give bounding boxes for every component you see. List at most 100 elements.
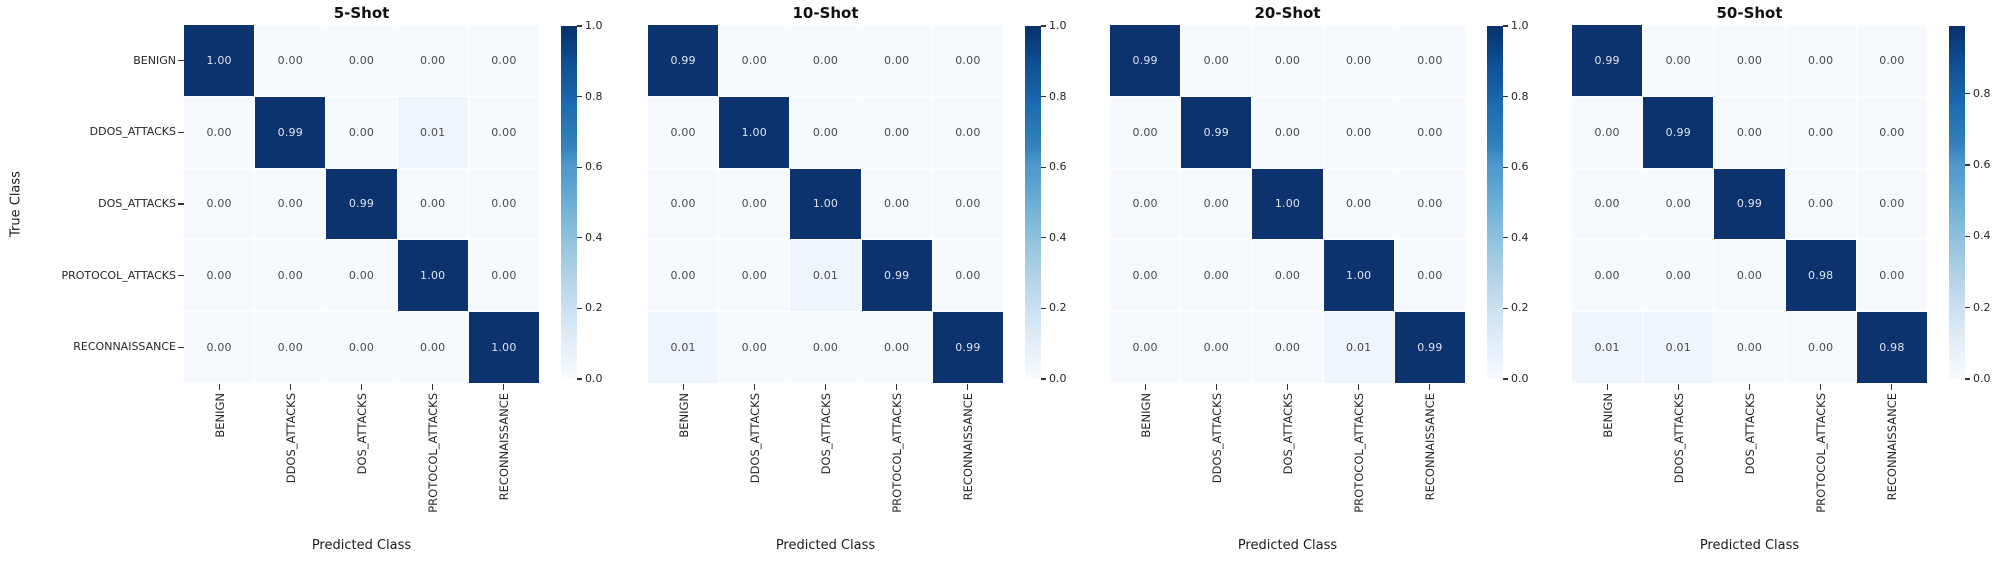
matrix-cell: 0.00 xyxy=(1785,25,1856,96)
x-tick-label: DOS_ATTACKS xyxy=(818,393,833,475)
panel-title: 50-Shot xyxy=(1716,4,1783,22)
matrix-cell: 0.99 xyxy=(648,25,719,96)
colorbar-tick-mark xyxy=(1965,378,1970,380)
matrix-cell: 0.00 xyxy=(1323,168,1394,240)
matrix-cell: 0.00 xyxy=(932,168,1003,240)
matrix-cell: 0.00 xyxy=(790,96,861,168)
matrix-cell: 0.99 xyxy=(326,168,397,240)
matrix-cell: 1.00 xyxy=(790,168,861,240)
heatmap-panel-10-shot: 10-Shot 0.99 0.00 0.00 0.00 0.00 0.00 1.00 0.00 0… xyxy=(621,0,1083,565)
x-tick-label: DOS_ATTACKS xyxy=(1280,393,1295,475)
matrix-cell: 0.00 xyxy=(861,96,932,168)
x-axis-label: Predicted Class xyxy=(311,538,412,553)
x-tick-label: RECONNAISSANCE xyxy=(960,393,975,501)
colorbar-tick-mark xyxy=(577,166,582,168)
x-tick-label: BENIGN xyxy=(1138,393,1153,438)
heatmap: 0.99 0.00 0.00 0.00 0.00 0.00 0.99 0.00 0.00 0.00… xyxy=(1572,25,1927,383)
colorbar xyxy=(561,26,577,379)
matrix-cell: 0.99 xyxy=(1643,96,1714,168)
matrix-cell: 0.00 xyxy=(861,312,932,383)
matrix-cell: 0.00 xyxy=(255,312,326,383)
heatmap: 0.99 0.00 0.00 0.00 0.00 0.00 1.00 0.00 0.00 0.00… xyxy=(648,25,1003,383)
matrix-cell: 0.00 xyxy=(861,25,932,96)
matrix-cell: 0.00 xyxy=(1110,312,1181,383)
x-tick-label: PROTOCOL_ATTACKS xyxy=(889,393,904,513)
colorbar xyxy=(1949,26,1965,379)
matrix-cell: 0.00 xyxy=(1785,96,1856,168)
colorbar-tick-label: 0.4 xyxy=(1049,230,1067,244)
matrix-cell: 0.00 xyxy=(326,25,397,96)
y-tick-mark xyxy=(178,346,184,348)
matrix-cell: 0.00 xyxy=(1323,25,1394,96)
matrix-cell: 0.00 xyxy=(1714,312,1785,383)
colorbar-tick-mark xyxy=(577,307,582,310)
colorbar-tick-mark xyxy=(1041,237,1046,239)
matrix-cell: 0.99 xyxy=(1714,168,1785,240)
matrix-cell: 0.01 xyxy=(790,240,861,312)
matrix-cell: 0.00 xyxy=(1856,168,1927,240)
matrix-cell: 0.00 xyxy=(468,25,539,96)
matrix-cell: 0.00 xyxy=(184,240,255,312)
matrix-cell: 0.00 xyxy=(719,168,790,240)
colorbar-tick-label: 0.8 xyxy=(1049,89,1067,103)
colorbar-tick-label: 0.2 xyxy=(1973,300,1991,314)
matrix-cell: 0.00 xyxy=(1394,168,1465,240)
matrix-cell: 0.00 xyxy=(1181,25,1252,96)
matrix-cell: 0.00 xyxy=(255,25,326,96)
matrix-cell: 1.00 xyxy=(397,240,468,312)
matrix-cell: 0.00 xyxy=(932,96,1003,168)
colorbar-tick-label: 0.6 xyxy=(1973,158,1991,172)
matrix-cell: 1.00 xyxy=(1323,240,1394,312)
heatmap-panel-20-shot: 20-Shot 0.99 0.00 0.00 0.00 0.00 0.00 0.99 0.00 0… xyxy=(1083,0,1545,565)
matrix-cell: 0.00 xyxy=(932,240,1003,312)
matrix-cell: 1.00 xyxy=(468,312,539,383)
colorbar-tick-mark xyxy=(1503,25,1508,27)
matrix-cell: 0.00 xyxy=(255,168,326,240)
x-tick-mark xyxy=(1428,384,1431,390)
x-tick-label: PROTOCOL_ATTACKS xyxy=(425,393,440,513)
colorbar-tick-label: 0.2 xyxy=(1049,301,1067,315)
x-tick-mark xyxy=(1677,384,1680,390)
heatmap: 0.99 0.00 0.00 0.00 0.00 0.00 0.99 0.00 0.00 0.00… xyxy=(1110,25,1465,383)
colorbar-tick-mark xyxy=(1965,93,1970,95)
matrix-cell: 0.00 xyxy=(468,168,539,240)
x-tick-label: PROTOCOL_ATTACKS xyxy=(1351,393,1366,513)
x-tick-label: PROTOCOL_ATTACKS xyxy=(1813,393,1828,513)
colorbar-tick-label: 0.0 xyxy=(585,372,603,385)
matrix-cell: 0.01 xyxy=(1323,312,1394,383)
x-tick-label: RECONNAISSANCE xyxy=(1884,393,1899,501)
matrix-cell: 0.99 xyxy=(932,312,1003,383)
heatmap: 1.00 0.00 0.00 0.00 0.00 0.00 0.99 0.00 0.01 0.00… xyxy=(184,25,539,383)
y-tick-mark xyxy=(178,274,184,277)
colorbar-tick-label: 0.8 xyxy=(585,89,603,103)
x-axis-label: Predicted Class xyxy=(775,538,876,553)
matrix-cell: 0.99 xyxy=(1572,25,1643,96)
y-tick-label: BENIGN xyxy=(133,53,176,67)
colorbar-tick-mark xyxy=(577,25,582,27)
matrix-cell: 0.00 xyxy=(861,168,932,240)
matrix-cell: 0.00 xyxy=(1714,240,1785,312)
matrix-cell: 0.00 xyxy=(326,240,397,312)
matrix-cell: 0.01 xyxy=(397,96,468,168)
matrix-cell: 0.00 xyxy=(1394,96,1465,168)
colorbar-tick-mark xyxy=(1503,95,1508,98)
colorbar xyxy=(1025,26,1041,379)
x-tick-label: DOS_ATTACKS xyxy=(354,393,369,475)
x-tick-label: DDOS_ATTACKS xyxy=(283,393,298,484)
matrix-cell: 0.00 xyxy=(719,312,790,383)
matrix-cell: 0.00 xyxy=(1643,25,1714,96)
colorbar-tick-label: 1.0 xyxy=(1049,19,1067,32)
y-tick-mark xyxy=(178,203,184,205)
x-tick-mark xyxy=(502,384,505,390)
x-tick-label: RECONNAISSANCE xyxy=(496,393,511,501)
matrix-cell: 1.00 xyxy=(719,96,790,168)
matrix-cell: 0.99 xyxy=(861,240,932,312)
matrix-cell: 0.00 xyxy=(1110,96,1181,168)
colorbar-tick-label: 0.4 xyxy=(585,230,603,244)
y-tick-label: DDOS_ATTACKS xyxy=(89,125,176,139)
matrix-cell: 0.99 xyxy=(1181,96,1252,168)
matrix-cell: 0.00 xyxy=(1856,25,1927,96)
colorbar-tick-mark xyxy=(1965,235,1970,238)
x-tick-mark xyxy=(1606,384,1609,390)
matrix-cell: 0.00 xyxy=(326,96,397,168)
